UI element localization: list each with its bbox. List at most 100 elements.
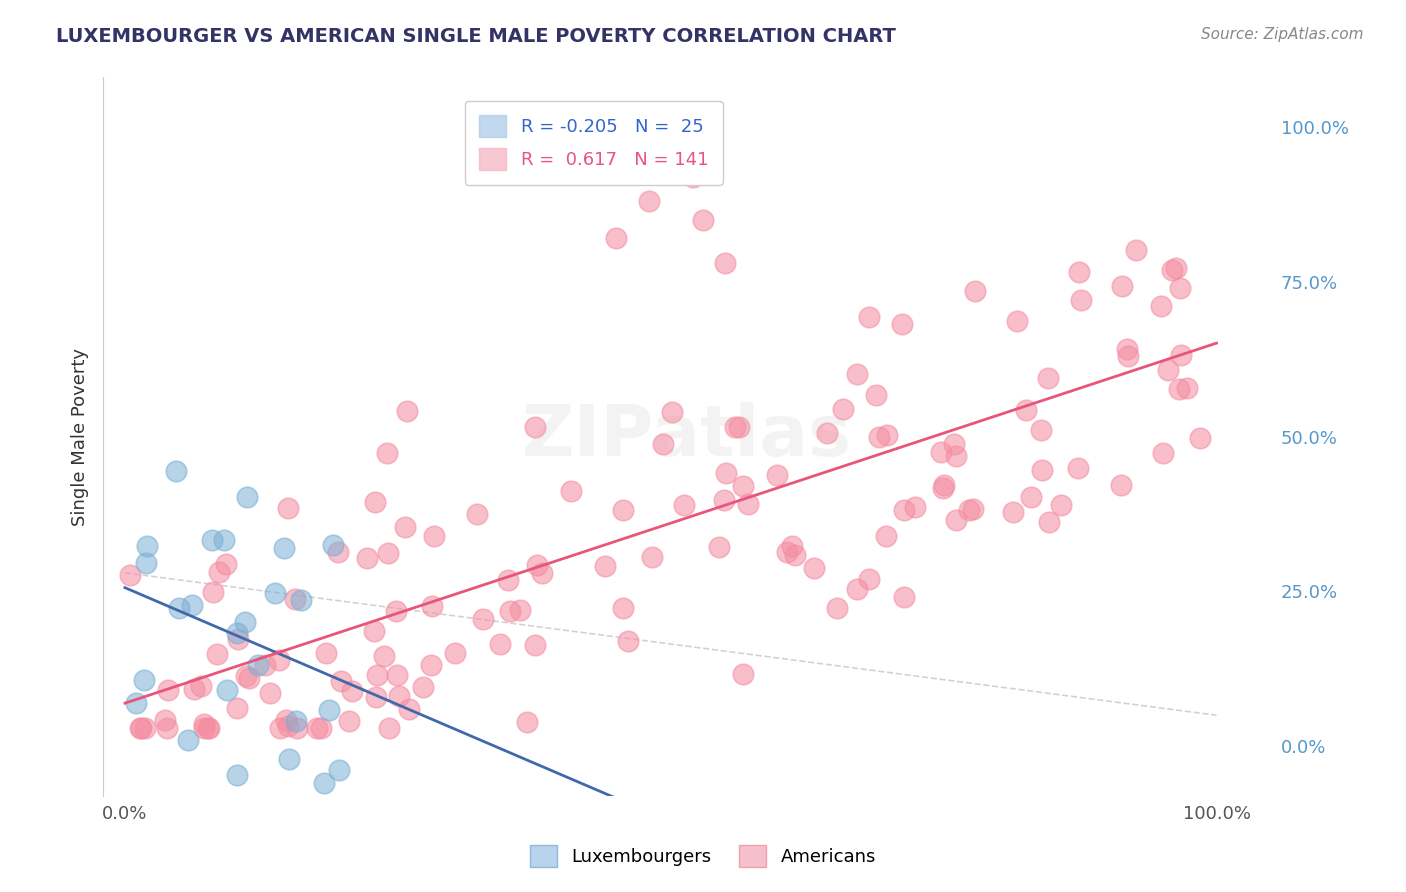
Point [394,519,416,533]
Point [312,776,335,790]
Point [489,637,512,651]
Point [1036,371,1059,385]
Point [617,634,640,648]
Point [363,624,385,638]
Point [727,420,749,434]
Point [1168,281,1191,295]
Point [226,701,249,715]
Point [1157,363,1180,377]
Point [707,540,730,554]
Point [326,545,349,559]
Point [233,615,256,629]
Point [1067,460,1090,475]
Point [865,388,887,402]
Point [205,647,228,661]
Point [1038,516,1060,530]
Point [125,696,148,710]
Point [832,401,855,416]
Point [201,584,224,599]
Point [318,703,340,717]
Point [135,540,157,554]
Point [377,546,399,560]
Text: ZIPatlas: ZIPatlas [522,402,852,471]
Point [311,721,333,735]
Point [1152,446,1174,460]
Point [340,684,363,698]
Point [285,714,308,729]
Point [284,592,307,607]
Point [499,604,522,618]
Point [560,484,582,499]
Point [330,674,353,689]
Legend: R = -0.205   N =  25, R =  0.617   N = 141: R = -0.205 N = 25, R = 0.617 N = 141 [465,101,723,185]
Point [929,445,952,459]
Point [364,690,387,704]
Point [198,721,221,735]
Point [904,500,927,514]
Point [339,714,361,729]
Point [471,612,494,626]
Point [226,768,249,782]
Point [290,593,312,607]
Point [1161,262,1184,277]
Point [120,568,142,582]
Point [356,551,378,566]
Point [277,719,299,733]
Point [1125,244,1147,258]
Point [516,714,538,729]
Point [640,549,662,564]
Point [858,310,880,324]
Point [846,368,869,382]
Point [893,503,915,517]
Point [957,502,980,516]
Point [1014,402,1036,417]
Point [135,556,157,570]
Point [612,600,634,615]
Point [890,317,912,331]
Point [509,603,531,617]
Point [247,657,270,672]
Point [373,648,395,663]
Point [197,721,219,735]
Point [226,632,249,647]
Point [766,468,789,483]
Point [129,721,152,735]
Point [236,491,259,505]
Point [420,657,443,672]
Point [661,405,683,419]
Point [285,721,308,735]
Point [180,598,202,612]
Point [385,668,408,682]
Point [215,557,238,571]
Point [1070,293,1092,307]
Point [183,681,205,696]
Point [605,231,627,245]
Point [713,493,735,508]
Point [524,638,547,652]
Legend: Luxembourgers, Americans: Luxembourgers, Americans [523,838,883,874]
Point [193,721,215,735]
Point [153,713,176,727]
Point [277,501,299,516]
Point [274,713,297,727]
Point [531,566,554,581]
Point [328,764,350,778]
Point [612,503,634,517]
Point [176,732,198,747]
Point [254,658,277,673]
Point [385,604,408,618]
Point [876,428,898,442]
Point [731,479,754,493]
Point [128,721,150,735]
Point [215,683,238,698]
Point [1007,314,1029,328]
Point [134,673,156,687]
Point [1019,491,1042,505]
Text: LUXEMBOURGER VS AMERICAN SINGLE MALE POVERTY CORRELATION CHART: LUXEMBOURGER VS AMERICAN SINGLE MALE POV… [56,27,896,45]
Point [672,499,695,513]
Point [526,558,548,573]
Point [496,573,519,587]
Point [780,539,803,553]
Point [815,426,838,441]
Point [1029,424,1052,438]
